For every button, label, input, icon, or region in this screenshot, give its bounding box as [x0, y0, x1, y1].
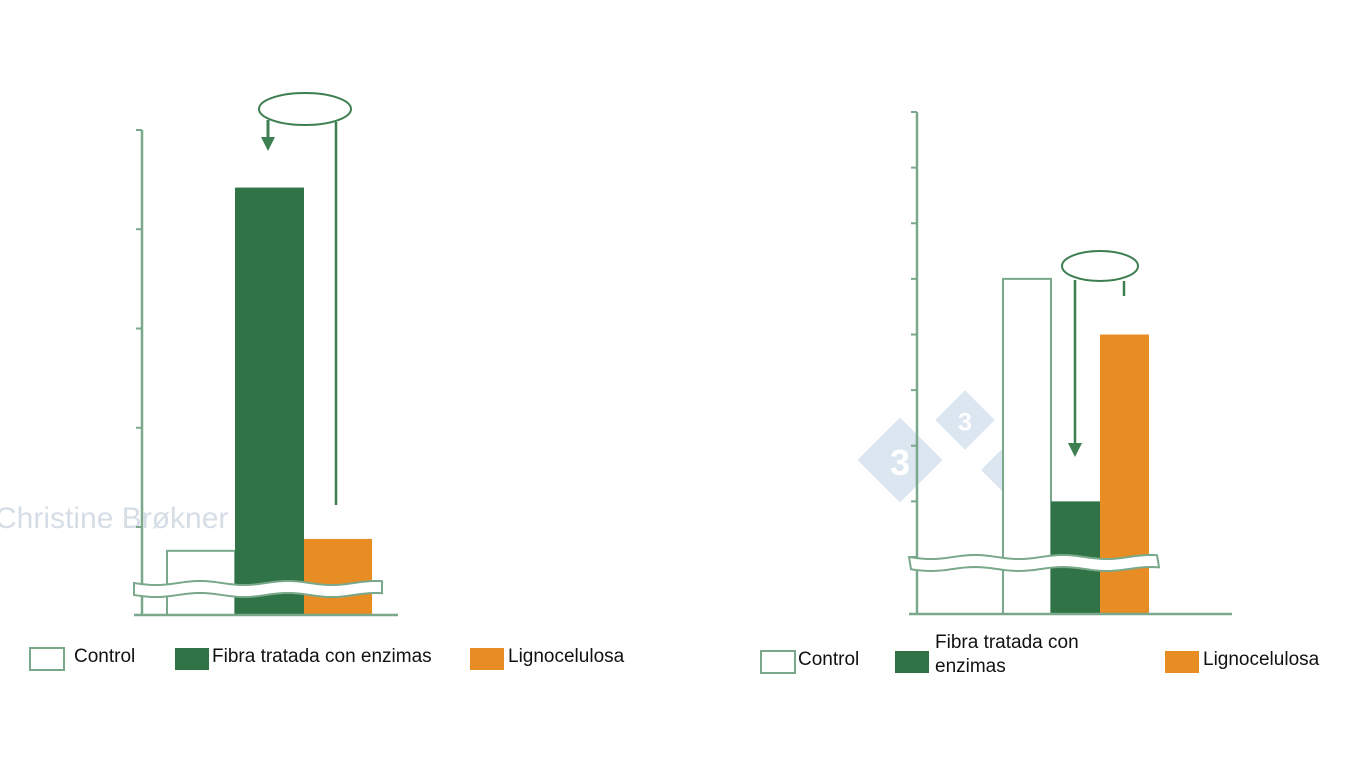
legend-swatch: [760, 650, 796, 674]
legend-swatch: [1165, 651, 1199, 673]
legend-label: Control: [74, 646, 135, 667]
watermark-logo-diamond: [857, 417, 943, 503]
annotation-ellipse: [1061, 250, 1139, 282]
bar-lignocelulosa: [304, 538, 372, 615]
legend-label: Fibra tratada con enzimas: [212, 646, 432, 667]
annotation-ellipse: [258, 92, 352, 126]
legend-swatch: [470, 648, 504, 670]
bar-lignocelulosa: [1100, 334, 1149, 614]
legend-label: Lignocelulosa: [1203, 649, 1320, 670]
legend-swatch: [895, 651, 929, 673]
arrow-head-icon: [1068, 443, 1082, 457]
watermark: Christine Brøkner333: [0, 390, 1049, 535]
axis-break: [133, 580, 383, 598]
legend-label: enzimas: [935, 656, 1006, 677]
legend-swatch: [29, 647, 65, 671]
watermark-logo-diamond: [935, 390, 995, 450]
legend-swatch: [175, 648, 209, 670]
legend-label: Control: [798, 649, 859, 670]
legend-label: Lignocelulosa: [508, 646, 625, 667]
arrow-head-icon: [261, 137, 275, 151]
chart-2: Control Fibra tratada con enzimas Lignocelu…: [760, 111, 1320, 677]
watermark-logo-digit: 3: [958, 409, 972, 437]
watermark-logo-digit: 3: [890, 442, 910, 483]
bar-fibra: [235, 187, 304, 615]
watermark-text: Christine Brøkner: [0, 502, 228, 535]
axis-break: [907, 554, 1161, 573]
legend-label: Fibra tratada con: [935, 632, 1079, 653]
chart-1: Control Fibra tratada con enzimas Lignocel…: [29, 92, 625, 671]
